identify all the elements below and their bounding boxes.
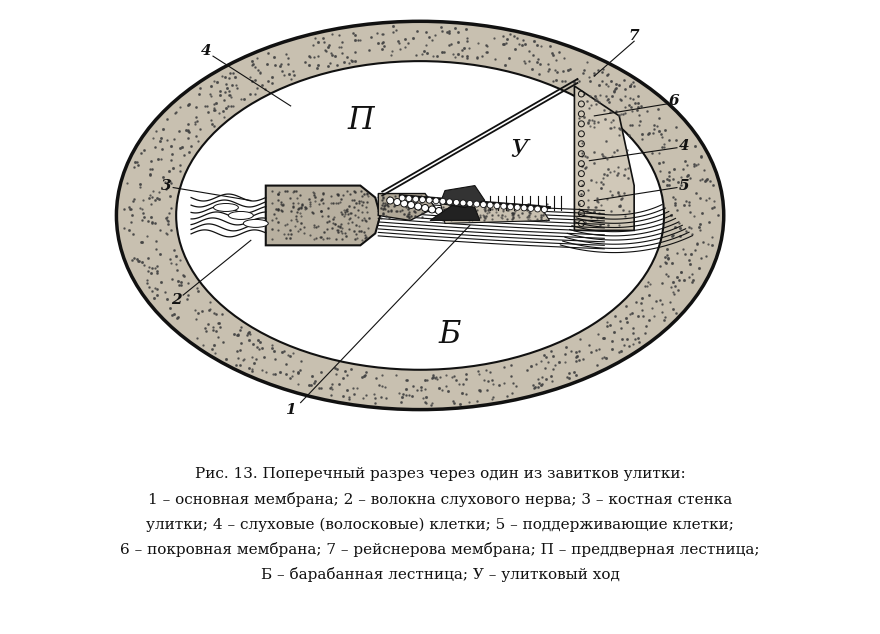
Polygon shape: [430, 204, 480, 221]
Circle shape: [521, 205, 527, 211]
Circle shape: [443, 209, 450, 216]
Circle shape: [501, 204, 507, 209]
Circle shape: [429, 206, 436, 213]
Circle shape: [436, 207, 443, 214]
Circle shape: [433, 198, 439, 204]
Text: Б – барабанная лестница; У – улитковый ход: Б – барабанная лестница; У – улитковый х…: [260, 567, 620, 582]
Polygon shape: [440, 200, 549, 223]
Circle shape: [426, 197, 432, 204]
Circle shape: [494, 203, 500, 209]
Circle shape: [488, 202, 493, 208]
Circle shape: [508, 204, 513, 210]
Circle shape: [386, 197, 393, 204]
Circle shape: [414, 203, 422, 210]
Circle shape: [407, 202, 414, 209]
Circle shape: [514, 204, 520, 210]
Polygon shape: [575, 86, 634, 230]
Text: 6 – покровная мембрана; 7 – рейснерова мембрана; П – преддверная лестница;: 6 – покровная мембрана; 7 – рейснерова м…: [121, 542, 759, 557]
Circle shape: [480, 202, 487, 207]
Circle shape: [467, 200, 473, 207]
Circle shape: [393, 198, 400, 205]
Polygon shape: [266, 186, 380, 245]
Text: Б: Б: [439, 320, 461, 351]
Text: 4: 4: [201, 44, 211, 58]
Text: улитки; 4 – слуховые (волосковые) клетки; 5 – поддерживающие клетки;: улитки; 4 – слуховые (волосковые) клетки…: [146, 517, 734, 531]
Circle shape: [440, 198, 446, 204]
Ellipse shape: [229, 212, 253, 219]
Circle shape: [528, 205, 534, 211]
Circle shape: [534, 206, 540, 212]
Text: 4: 4: [678, 139, 689, 153]
Polygon shape: [440, 186, 485, 207]
Circle shape: [450, 210, 457, 217]
Text: У: У: [510, 139, 529, 162]
Circle shape: [420, 197, 425, 203]
Circle shape: [446, 199, 452, 205]
Text: П: П: [347, 105, 374, 136]
Circle shape: [400, 195, 405, 201]
Circle shape: [473, 201, 480, 207]
Text: 3: 3: [161, 179, 172, 193]
Ellipse shape: [116, 22, 723, 410]
Circle shape: [413, 196, 419, 202]
Ellipse shape: [176, 61, 664, 370]
Circle shape: [406, 195, 412, 202]
Text: 6: 6: [669, 94, 679, 108]
Text: 7: 7: [629, 29, 640, 43]
Text: 5: 5: [678, 179, 689, 193]
Ellipse shape: [214, 204, 238, 212]
Ellipse shape: [244, 219, 268, 228]
Text: 2: 2: [171, 293, 181, 307]
Text: 1: 1: [285, 403, 296, 417]
Polygon shape: [378, 193, 435, 221]
Text: 1 – основная мембрана; 2 – волокна слухового нерва; 3 – костная стенка: 1 – основная мембрана; 2 – волокна слухо…: [148, 492, 732, 507]
Text: Рис. 13. Поперечный разрез через один из завитков улитки:: Рис. 13. Поперечный разрез через один из…: [194, 467, 686, 481]
Circle shape: [400, 200, 407, 207]
Circle shape: [453, 200, 459, 205]
Circle shape: [541, 207, 547, 212]
Circle shape: [460, 200, 466, 206]
Circle shape: [422, 205, 429, 212]
